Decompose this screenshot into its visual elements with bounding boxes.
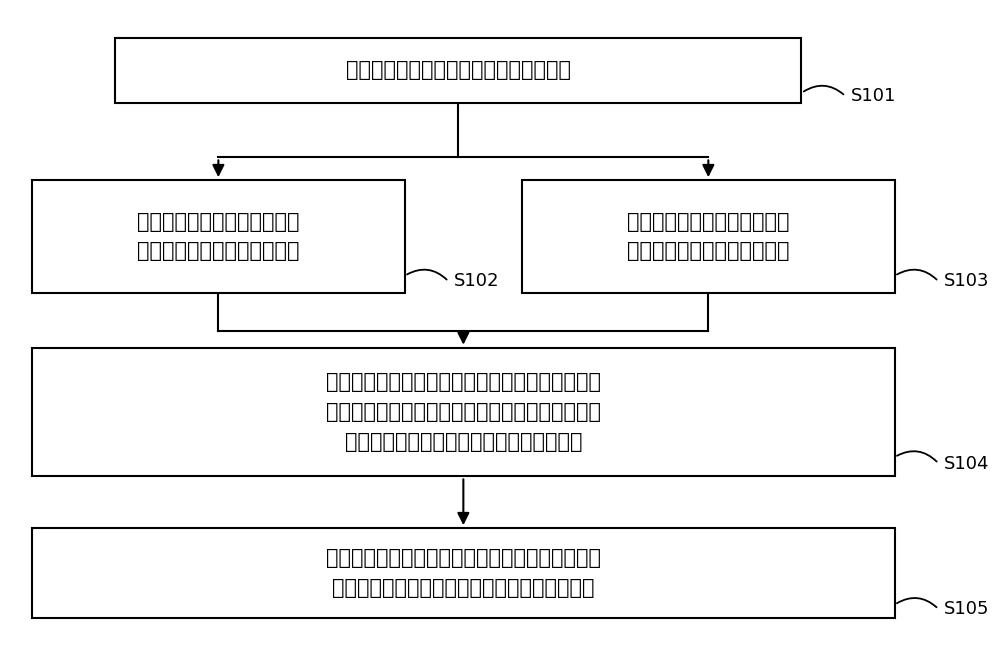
FancyBboxPatch shape [32, 348, 895, 476]
Text: S104: S104 [944, 454, 989, 473]
Text: 确定尿液试纸图像检测区域的目标颜色值: 确定尿液试纸图像检测区域的目标颜色值 [346, 60, 571, 81]
Text: S105: S105 [944, 600, 989, 618]
Text: S102: S102 [454, 272, 499, 291]
Text: 针对得到的多个第一色差值和多个第二色差值，将
与同一预设标准色颜色值对应的第一色差值和第二
色差值进行加权求和，得到多个综合色差值: 针对得到的多个第一色差值和多个第二色差值，将 与同一预设标准色颜色值对应的第一色… [326, 372, 601, 452]
FancyBboxPatch shape [32, 180, 405, 292]
FancyBboxPatch shape [115, 38, 801, 103]
Text: 在多个综合色差值中，将数值最小的综合色差值对
应的预设标准色所表示的浓度，确定为检测结果: 在多个综合色差值中，将数值最小的综合色差值对 应的预设标准色所表示的浓度，确定为… [326, 549, 601, 598]
Text: 计算目标颜色值与不同预设标
准色颜色值对应的第二色差值: 计算目标颜色值与不同预设标 准色颜色值对应的第二色差值 [627, 212, 790, 261]
FancyBboxPatch shape [32, 528, 895, 618]
Text: 计算目标颜色值与不同预设标
准色颜色值对应的第一色差值: 计算目标颜色值与不同预设标 准色颜色值对应的第一色差值 [137, 212, 300, 261]
Text: S101: S101 [850, 87, 896, 105]
FancyBboxPatch shape [522, 180, 895, 292]
Text: S103: S103 [944, 272, 989, 291]
